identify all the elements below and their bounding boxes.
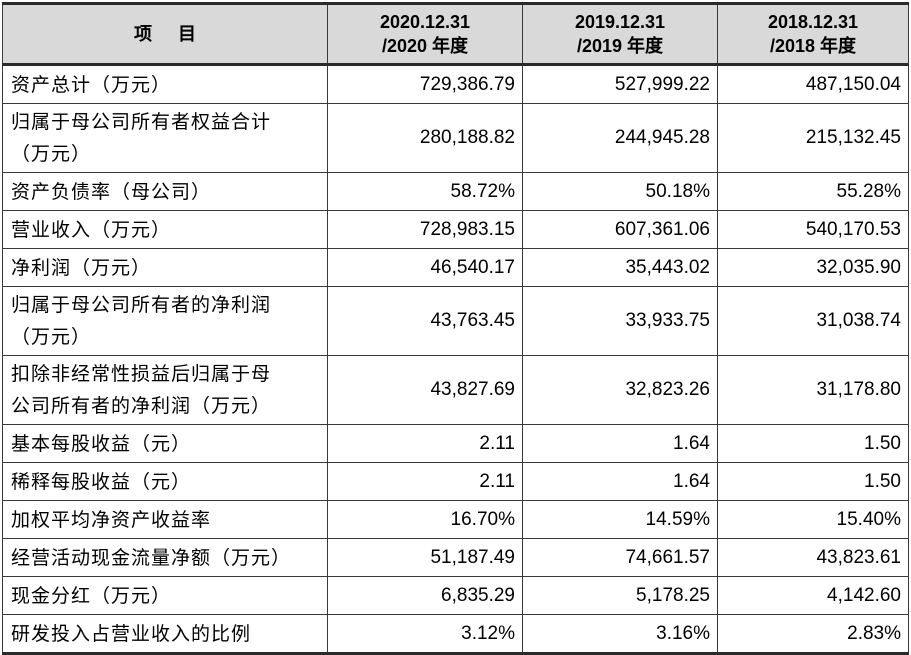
table-row: 现金分红（万元） 6,835.29 5,178.25 4,142.60	[2, 576, 909, 615]
row-label-line: （万元）	[11, 143, 92, 165]
table-row: 加权平均净资产收益率 16.70% 14.59% 15.40%	[2, 500, 909, 539]
row-label-line: 扣除非经常性损益后归属于母	[11, 363, 272, 385]
header-2020-year: /2020 年度	[381, 36, 469, 56]
header-2018-year: /2018 年度	[769, 36, 857, 56]
row-label: 归属于母公司所有者权益合计 （万元）	[2, 103, 328, 173]
row-label: 现金分红（万元）	[2, 576, 328, 615]
value-2020: 2.11	[327, 462, 523, 501]
header-2019: 2019.12.31 /2019 年度	[522, 2, 718, 66]
row-label: 归属于母公司所有者的净利润 （万元）	[2, 286, 328, 356]
value-2019: 1.64	[522, 462, 718, 501]
row-label: 研发投入占营业收入的比例	[2, 614, 328, 655]
value-2018: 1.50	[717, 462, 909, 501]
value-2020: 729,386.79	[327, 64, 523, 104]
table-row: 归属于母公司所有者的净利润 （万元） 43,763.45 33,933.75 31,03…	[2, 286, 909, 356]
value-2020: 16.70%	[327, 500, 523, 539]
row-label: 资产负债率（母公司）	[2, 172, 328, 211]
header-2018: 2018.12.31 /2018 年度	[717, 2, 909, 66]
row-label: 稀释每股收益（元）	[2, 462, 328, 501]
value-2019: 14.59%	[522, 500, 718, 539]
row-label: 净利润（万元）	[2, 248, 328, 287]
value-2019: 50.18%	[522, 172, 718, 211]
value-2020: 43,763.45	[327, 286, 523, 356]
row-label-line: 归属于母公司所有者的净利润	[11, 294, 272, 316]
table-header-row: 项目 2020.12.31 /2020 年度 2019.12.31 /2019 …	[2, 2, 909, 66]
header-item: 项目	[2, 2, 328, 66]
value-2018: 31,178.80	[717, 355, 909, 425]
row-label: 基本每股收益（元）	[2, 424, 328, 463]
value-2020: 280,188.82	[327, 103, 523, 173]
header-2020-date: 2020.12.31	[379, 12, 471, 32]
value-2020: 2.11	[327, 424, 523, 463]
header-item-char-1: 项	[134, 24, 152, 44]
table-row: 资产负债率（母公司） 58.72% 50.18% 55.28%	[2, 172, 909, 211]
value-2019: 5,178.25	[522, 576, 718, 615]
table-row: 研发投入占营业收入的比例 3.12% 3.16% 2.83%	[2, 614, 909, 655]
value-2020: 43,827.69	[327, 355, 523, 425]
value-2019: 33,933.75	[522, 286, 718, 356]
row-label: 扣除非经常性损益后归属于母 公司所有者的净利润（万元）	[2, 355, 328, 425]
value-2018: 540,170.53	[717, 210, 909, 249]
row-label-line: 公司所有者的净利润（万元）	[11, 395, 272, 417]
header-2020: 2020.12.31 /2020 年度	[327, 2, 523, 66]
value-2018: 1.50	[717, 424, 909, 463]
value-2020: 6,835.29	[327, 576, 523, 615]
value-2019: 1.64	[522, 424, 718, 463]
value-2020: 728,983.15	[327, 210, 523, 249]
header-2018-date: 2018.12.31	[767, 12, 859, 32]
table-row: 稀释每股收益（元） 2.11 1.64 1.50	[2, 462, 909, 501]
value-2018: 2.83%	[717, 614, 909, 655]
table-row: 资产总计（万元） 729,386.79 527,999.22 487,150.04	[2, 64, 909, 104]
table-row: 净利润（万元） 46,540.17 35,443.02 32,035.90	[2, 248, 909, 287]
value-2018: 31,038.74	[717, 286, 909, 356]
row-label-line: 归属于母公司所有者权益合计	[11, 111, 272, 133]
row-label: 加权平均净资产收益率	[2, 500, 328, 539]
row-label: 营业收入（万元）	[2, 210, 328, 249]
value-2018: 32,035.90	[717, 248, 909, 287]
value-2020: 3.12%	[327, 614, 523, 655]
value-2018: 487,150.04	[717, 64, 909, 104]
value-2019: 607,361.06	[522, 210, 718, 249]
value-2020: 58.72%	[327, 172, 523, 211]
header-2019-date: 2019.12.31	[574, 12, 666, 32]
value-2019: 527,999.22	[522, 64, 718, 104]
table-row: 基本每股收益（元） 2.11 1.64 1.50	[2, 424, 909, 463]
value-2020: 51,187.49	[327, 538, 523, 577]
table-row: 归属于母公司所有者权益合计 （万元） 280,188.82 244,945.28 215…	[2, 103, 909, 173]
value-2019: 74,661.57	[522, 538, 718, 577]
row-label-line: （万元）	[11, 326, 92, 348]
value-2019: 32,823.26	[522, 355, 718, 425]
value-2019: 35,443.02	[522, 248, 718, 287]
table-row: 扣除非经常性损益后归属于母 公司所有者的净利润（万元） 43,827.69 32,82…	[2, 355, 909, 425]
row-label: 资产总计（万元）	[2, 64, 328, 104]
header-item-char-2: 目	[178, 24, 196, 44]
value-2018: 215,132.45	[717, 103, 909, 173]
value-2019: 3.16%	[522, 614, 718, 655]
value-2018: 4,142.60	[717, 576, 909, 615]
value-2020: 46,540.17	[327, 248, 523, 287]
table-row: 经营活动现金流量净额（万元） 51,187.49 74,661.57 43,823.6…	[2, 538, 909, 577]
value-2019: 244,945.28	[522, 103, 718, 173]
table-row: 营业收入（万元） 728,983.15 607,361.06 540,170.53	[2, 210, 909, 249]
value-2018: 43,823.61	[717, 538, 909, 577]
header-2019-year: /2019 年度	[576, 36, 664, 56]
value-2018: 55.28%	[717, 172, 909, 211]
row-label: 经营活动现金流量净额（万元）	[2, 538, 328, 577]
value-2018: 15.40%	[717, 500, 909, 539]
